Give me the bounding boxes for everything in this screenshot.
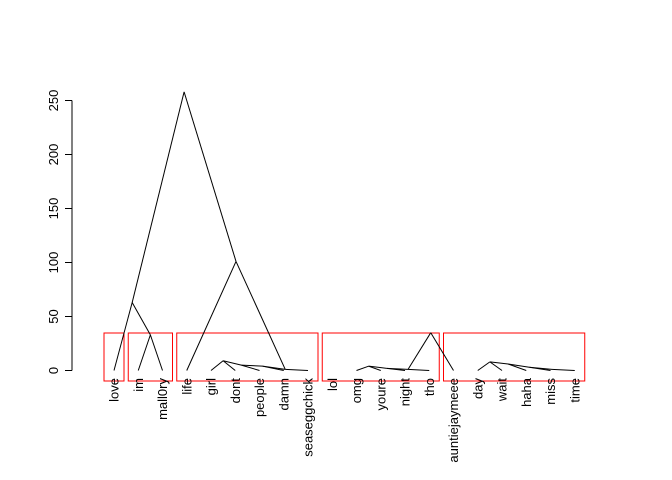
leaf-label: love <box>107 378 122 402</box>
dendrogram-branch <box>131 91 185 303</box>
leaf-label: tho <box>422 378 437 396</box>
leaf-label: auntiejaymeee <box>446 378 461 463</box>
dendrogram-branch <box>149 334 163 371</box>
leaf-label: life <box>179 378 194 395</box>
leaf-label: mall0ry <box>155 378 170 420</box>
leaf-label: time <box>567 378 582 403</box>
dendrogram-branch <box>507 363 530 368</box>
dendrogram-branch <box>356 365 369 371</box>
y-tick-label: 50 <box>46 309 61 323</box>
dendrogram-branch <box>489 361 503 371</box>
dendrogram-branch <box>210 360 224 371</box>
dendrogram-branch <box>477 361 491 371</box>
dendrogram-branch <box>241 364 260 371</box>
dendrogram-branch <box>407 332 432 370</box>
dendrogram-branch <box>507 363 527 371</box>
leaf-label: miss <box>543 378 558 405</box>
cluster-box <box>127 332 173 382</box>
dendrogram-branch <box>241 364 263 367</box>
dendrogram-branch <box>113 302 133 371</box>
leaf-label: girl <box>204 378 219 395</box>
dendrogram-branch <box>551 368 575 371</box>
leaf-label: omg <box>349 378 364 403</box>
dendrogram-branch <box>529 366 553 370</box>
dendrogram-branch <box>430 332 454 371</box>
dendrogram-branch <box>262 365 286 370</box>
dendrogram-branch <box>223 360 242 366</box>
dendrogram-branch <box>183 91 237 262</box>
leaf-label: wait <box>495 378 510 403</box>
y-tick-label: 100 <box>46 252 61 274</box>
leaf-label: im <box>131 378 146 392</box>
leaf-label: youre <box>373 378 388 411</box>
leaf-label: seaseggchick <box>301 378 316 457</box>
leaf-label: haha <box>519 377 534 407</box>
dendrogram-branch <box>186 261 237 371</box>
dendrogram-branch <box>489 361 509 365</box>
dendrogram-branch <box>386 367 409 370</box>
leaf-label: people <box>252 378 267 417</box>
dendrogram-branch <box>368 365 387 369</box>
leaf-label: lol <box>325 378 340 391</box>
dendrogram-branch <box>131 302 151 336</box>
y-tick-label: 0 <box>46 367 61 374</box>
leaf-label: night <box>398 378 413 407</box>
cluster-box <box>321 332 440 382</box>
leaf-label: damn <box>276 378 291 411</box>
y-tick-label: 200 <box>46 144 61 166</box>
dendrogram-branch <box>222 360 236 371</box>
leaf-label: dont <box>228 378 243 404</box>
cluster-box <box>176 332 319 382</box>
y-tick-label: 250 <box>46 90 61 112</box>
dendrogram-branch <box>235 261 286 370</box>
dendrogram-branch <box>408 368 430 371</box>
dendrogram-branch <box>137 334 151 371</box>
dendrogram-branch <box>285 368 309 371</box>
y-tick-label: 150 <box>46 198 61 220</box>
cluster-box <box>443 332 586 382</box>
cluster-box <box>103 332 125 382</box>
leaf-label: day <box>470 378 485 399</box>
